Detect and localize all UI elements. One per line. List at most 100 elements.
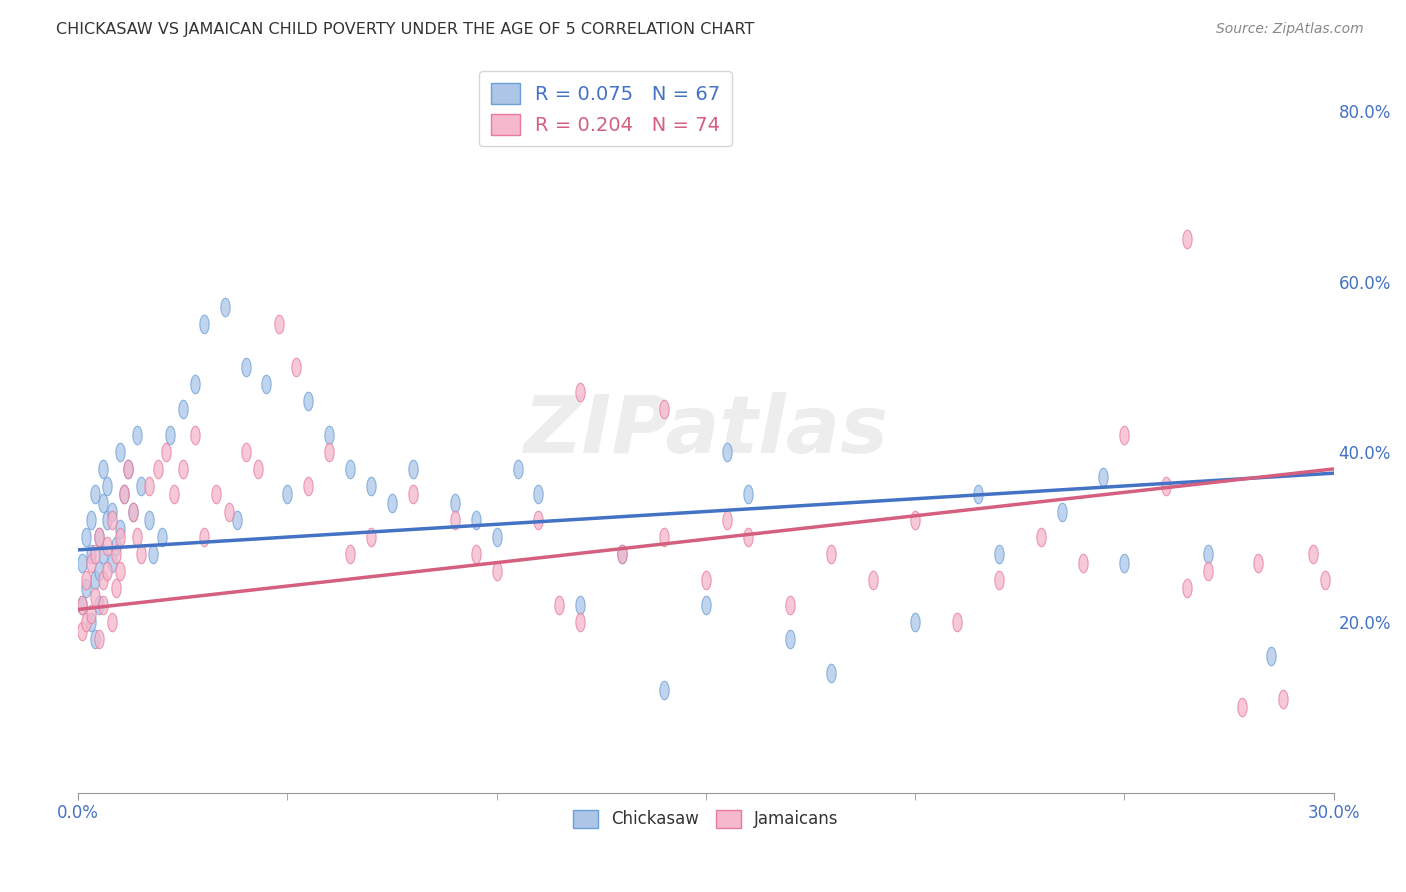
Point <box>125 530 148 544</box>
Point <box>284 359 307 374</box>
Point <box>112 487 135 501</box>
Point <box>79 556 101 570</box>
Point <box>100 513 122 527</box>
Point <box>146 462 169 476</box>
Point <box>205 487 228 501</box>
Point <box>779 632 801 647</box>
Point <box>184 376 207 391</box>
Point <box>117 462 139 476</box>
Point <box>235 359 257 374</box>
Point <box>72 624 94 638</box>
Point <box>91 599 114 613</box>
Point <box>716 445 738 459</box>
Legend: Chickasaw, Jamaicans: Chickasaw, Jamaicans <box>567 803 845 835</box>
Point <box>402 462 425 476</box>
Point <box>96 513 118 527</box>
Point <box>108 564 131 578</box>
Point <box>193 530 215 544</box>
Point <box>159 427 181 442</box>
Point <box>129 547 152 561</box>
Point <box>967 487 990 501</box>
Point <box>125 427 148 442</box>
Point <box>1175 232 1198 246</box>
Point <box>108 522 131 536</box>
Point <box>1114 427 1136 442</box>
Text: CHICKASAW VS JAMAICAN CHILD POVERTY UNDER THE AGE OF 5 CORRELATION CHART: CHICKASAW VS JAMAICAN CHILD POVERTY UNDE… <box>56 22 755 37</box>
Point <box>100 556 122 570</box>
Point <box>1197 547 1219 561</box>
Point <box>276 487 298 501</box>
Point <box>1114 556 1136 570</box>
Point <box>527 487 550 501</box>
Point <box>100 504 122 518</box>
Point <box>1092 470 1115 484</box>
Point <box>652 530 675 544</box>
Point <box>1302 547 1324 561</box>
Point <box>79 615 101 630</box>
Point <box>121 504 143 518</box>
Point <box>121 504 143 518</box>
Point <box>172 402 194 417</box>
Point <box>548 599 571 613</box>
Point <box>779 599 801 613</box>
Point <box>1154 479 1177 493</box>
Point <box>297 479 319 493</box>
Point <box>72 599 94 613</box>
Point <box>527 513 550 527</box>
Point <box>87 632 110 647</box>
Point <box>695 599 717 613</box>
Point <box>506 462 529 476</box>
Point <box>381 496 404 510</box>
Point <box>91 462 114 476</box>
Point <box>87 530 110 544</box>
Point <box>138 513 160 527</box>
Point <box>87 599 110 613</box>
Point <box>76 530 98 544</box>
Point <box>737 487 759 501</box>
Point <box>184 427 207 442</box>
Point <box>360 479 382 493</box>
Point <box>716 513 738 527</box>
Point <box>108 445 131 459</box>
Point <box>226 513 249 527</box>
Point <box>108 530 131 544</box>
Point <box>76 615 98 630</box>
Point <box>235 445 257 459</box>
Point <box>904 615 927 630</box>
Point <box>443 496 465 510</box>
Point <box>569 615 592 630</box>
Point <box>76 581 98 595</box>
Point <box>117 462 139 476</box>
Point <box>318 445 340 459</box>
Point <box>112 487 135 501</box>
Text: Source: ZipAtlas.com: Source: ZipAtlas.com <box>1216 22 1364 37</box>
Point <box>946 615 969 630</box>
Point <box>193 317 215 331</box>
Point <box>155 445 177 459</box>
Point <box>339 547 361 561</box>
Point <box>1029 530 1052 544</box>
Point <box>83 632 105 647</box>
Point <box>150 530 173 544</box>
Point <box>652 402 675 417</box>
Point <box>96 479 118 493</box>
Point <box>214 300 236 314</box>
Point <box>820 666 842 681</box>
Point <box>1260 649 1282 664</box>
Point <box>138 479 160 493</box>
Point <box>402 487 425 501</box>
Point <box>96 564 118 578</box>
Point <box>737 530 759 544</box>
Point <box>1197 564 1219 578</box>
Point <box>87 530 110 544</box>
Point <box>104 539 127 553</box>
Point <box>91 496 114 510</box>
Point <box>163 487 186 501</box>
Point <box>96 539 118 553</box>
Point <box>91 573 114 587</box>
Point <box>1050 504 1073 518</box>
Point <box>443 513 465 527</box>
Point <box>72 599 94 613</box>
Point <box>652 683 675 698</box>
Point <box>129 479 152 493</box>
